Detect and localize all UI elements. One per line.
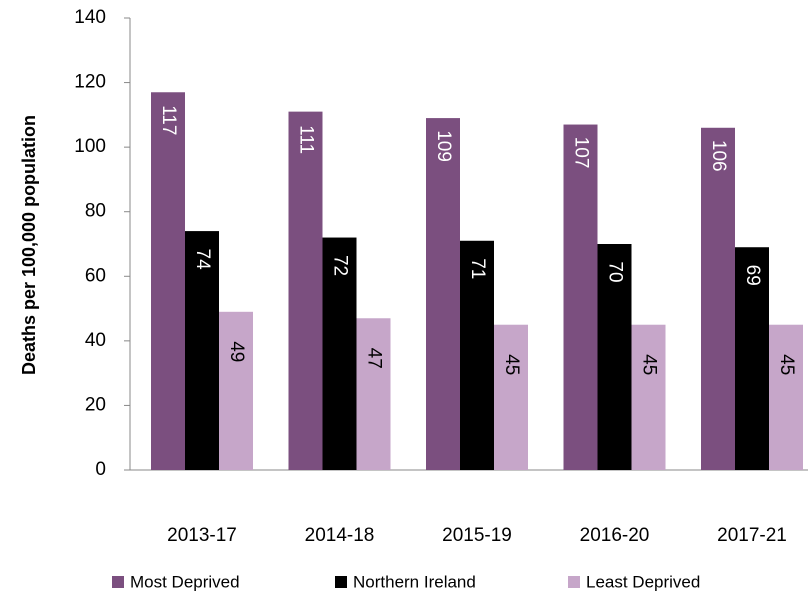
y-tick-label: 0 xyxy=(95,459,106,480)
bar xyxy=(735,247,769,470)
legend-swatch xyxy=(112,576,124,588)
bar xyxy=(356,318,391,470)
value-label: 47 xyxy=(363,348,384,369)
bar xyxy=(769,324,803,470)
y-axis-label: Deaths per 100,000 population xyxy=(19,115,39,375)
value-label: 45 xyxy=(638,354,659,375)
bar xyxy=(426,118,460,470)
y-tick-label: 40 xyxy=(85,330,106,351)
bar xyxy=(563,124,598,471)
value-label: 117 xyxy=(158,105,179,135)
y-tick-label: 60 xyxy=(85,265,106,286)
legend-label: Most Deprived xyxy=(130,572,240,591)
bar xyxy=(151,92,185,470)
x-tick-label: 2013-17 xyxy=(167,525,237,546)
value-label: 107 xyxy=(570,137,591,169)
value-label: 106 xyxy=(708,140,729,172)
y-tick-label: 120 xyxy=(74,72,106,93)
value-label: 45 xyxy=(776,354,797,375)
bar xyxy=(460,240,494,470)
value-label: 69 xyxy=(742,265,763,286)
y-tick-label: 140 xyxy=(74,7,106,28)
legend-label: Least Deprived xyxy=(586,572,700,591)
bar xyxy=(322,237,357,470)
y-tick-label: 80 xyxy=(85,201,106,222)
y-tick-label: 20 xyxy=(85,394,106,415)
value-label: 45 xyxy=(501,354,522,375)
bar xyxy=(494,324,528,470)
legend-swatch xyxy=(335,576,347,588)
value-label: 74 xyxy=(192,249,213,271)
bar xyxy=(185,231,219,470)
x-tick-label: 2015-19 xyxy=(442,525,512,546)
x-tick-label: 2016-20 xyxy=(580,525,650,546)
value-label: 111 xyxy=(295,125,316,154)
value-label: 71 xyxy=(467,258,488,279)
x-tick-label: 2017-21 xyxy=(717,525,787,546)
value-label: 70 xyxy=(604,261,625,282)
legend-label: Northern Ireland xyxy=(353,572,476,591)
bar xyxy=(631,324,666,470)
bar xyxy=(597,244,632,470)
value-label: 72 xyxy=(329,255,350,276)
bar xyxy=(219,311,253,470)
bar xyxy=(288,111,323,470)
x-tick-label: 2014-18 xyxy=(305,525,375,546)
value-label: 49 xyxy=(226,341,247,362)
value-label: 109 xyxy=(433,130,454,162)
y-tick-label: 100 xyxy=(74,136,106,157)
legend-swatch xyxy=(568,576,580,588)
bar xyxy=(701,127,735,471)
